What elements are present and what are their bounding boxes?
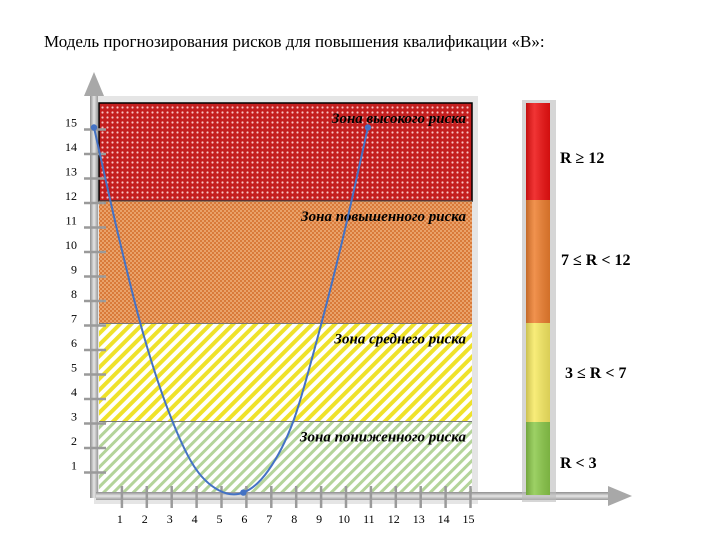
x-tick-label: 15 (463, 512, 475, 526)
risk-scale (522, 100, 556, 502)
zone-band (99, 323, 472, 422)
y-tick-label: 4 (71, 385, 77, 399)
x-tick-label: 1 (117, 512, 123, 526)
y-tick-label: 15 (65, 116, 77, 130)
x-tick-label: 9 (316, 512, 322, 526)
x-tick-label: 11 (363, 512, 375, 526)
y-tick-label: 5 (71, 361, 77, 375)
y-tick-label: 9 (71, 263, 77, 277)
risk-scale-label: R ≥ 12 (560, 150, 604, 167)
y-tick-label: 3 (71, 410, 77, 424)
x-tick-label: 12 (388, 512, 400, 526)
y-axis (84, 72, 104, 498)
x-tick-label: 2 (142, 512, 148, 526)
y-tick-label: 8 (71, 287, 77, 301)
zone-label: Зона среднего риска (333, 332, 466, 348)
x-ticks: 1 2 3 4 5 6 7 8 9 10 11 12 13 14 15 (117, 486, 475, 526)
x-axis (96, 486, 632, 506)
y-tick-label: 14 (65, 140, 77, 154)
risk-scale-label: R < 3 (560, 455, 597, 472)
risk-scale-label: 7 ≤ R < 12 (561, 252, 630, 269)
x-tick-label: 13 (413, 512, 425, 526)
y-tick-label: 13 (65, 165, 77, 179)
zone-band (98, 102, 473, 202)
zone-labels: Зона высокого риска Зона повышенного риск… (299, 111, 467, 446)
zone-band (99, 201, 472, 324)
y-tick-label: 10 (65, 238, 77, 252)
risk-scale-label: 3 ≤ R < 7 (565, 365, 626, 382)
risk-zones (98, 102, 473, 495)
y-tick-label: 7 (71, 312, 77, 326)
series-line (93, 127, 369, 496)
x-tick-label: 3 (167, 512, 173, 526)
y-tick-label: 6 (71, 336, 77, 350)
y-tick-label: 2 (71, 434, 77, 448)
zone-band (99, 421, 472, 495)
x-tick-label: 6 (241, 512, 247, 526)
risk-curve (90, 124, 372, 496)
x-tick-label: 4 (192, 512, 198, 526)
x-tick-label: 10 (338, 512, 350, 526)
zone-label: Зона пониженного риска (299, 430, 467, 446)
x-tick-label: 5 (217, 512, 223, 526)
zone-label: Зона высокого риска (331, 111, 467, 127)
x-tick-label: 7 (266, 512, 272, 526)
data-point (240, 489, 247, 496)
y-tick-label: 11 (65, 214, 77, 228)
y-tick-label: 12 (65, 189, 77, 203)
data-point (90, 124, 98, 131)
risk-scale-labels: R ≥ 12 7 ≤ R < 12 3 ≤ R < 7 R < 3 (560, 150, 630, 472)
zone-label: Зона повышенного риска (300, 209, 466, 225)
chart-title: Модель прогнозирования рисков для повыше… (44, 32, 545, 51)
x-tick-label: 14 (438, 512, 450, 526)
x-tick-label: 8 (291, 512, 297, 526)
y-tick-label: 1 (71, 459, 77, 473)
data-point (364, 124, 372, 131)
